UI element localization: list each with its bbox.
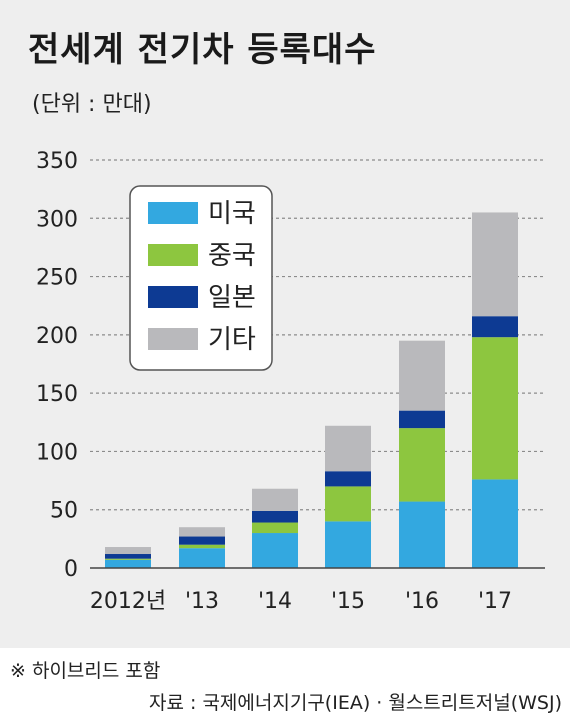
bar-segment-5-3 [472, 212, 518, 317]
bar-segment-1-3 [179, 527, 225, 537]
chart-panel: 전세계 전기차 등록대수 (단위 : 만대) 0 50 100 150 200 250 30… [0, 0, 570, 648]
legend-label-3: 기타 [208, 325, 256, 355]
bar-segment-2-3 [252, 488, 298, 511]
y-tick-label: 0 [64, 557, 78, 582]
legend-swatch-3 [148, 328, 198, 350]
legend-swatch-0 [148, 202, 198, 224]
x-tick-label: '16 [405, 589, 439, 614]
bar-segment-1-1 [179, 544, 225, 549]
legend-swatch-2 [148, 286, 198, 308]
y-tick-label: 200 [36, 324, 78, 349]
x-tick-label: '14 [258, 589, 292, 614]
bar-segment-3-2 [325, 471, 371, 487]
bar-segment-4-1 [399, 428, 445, 502]
bar-segment-5-2 [472, 316, 518, 338]
y-tick-label: 100 [36, 440, 78, 465]
stacked-bar-chart: 0 50 100 150 200 250 300 350 2012년 '13 '14 '15 '16 '1… [36, 149, 545, 614]
y-tick-label: 150 [36, 382, 78, 407]
bar-segment-5-0 [472, 479, 518, 568]
bar-segment-1-2 [179, 536, 225, 545]
legend-box [129, 185, 273, 371]
chart-title: 전세계 전기차 등록대수 [28, 30, 377, 70]
bar-segment-4-2 [399, 410, 445, 429]
bar-segment-0-1 [105, 558, 151, 560]
bar-segment-0-3 [105, 547, 151, 555]
y-tick-label: 50 [50, 499, 78, 524]
bar-segment-4-3 [399, 340, 445, 411]
bar-segment-3-0 [325, 521, 371, 568]
bar-segment-3-1 [325, 486, 371, 522]
bar-segment-0-0 [105, 559, 151, 568]
chart-footer: ※ 하이브리드 포함 자료 : 국제에너지기구(IEA) · 월스트리트저널(W… [0, 648, 570, 718]
chart-unit-label: (단위 : 만대) [32, 92, 152, 117]
y-tick-label: 350 [36, 149, 78, 174]
bar-segment-4-0 [399, 501, 445, 568]
bar-segment-2-0 [252, 533, 298, 568]
x-tick-label: 2012년 [90, 589, 166, 614]
source-credit: 자료 : 국제에너지기구(IEA) · 월스트리트저널(WSJ) [149, 692, 562, 714]
footnote: ※ 하이브리드 포함 [10, 660, 161, 682]
y-tick-label: 250 [36, 266, 78, 291]
bar-segment-0-2 [105, 554, 151, 559]
bar-segment-2-1 [252, 522, 298, 534]
y-tick-label: 300 [36, 207, 78, 232]
x-tick-label: '13 [185, 589, 219, 614]
legend-label-2: 일본 [208, 283, 256, 313]
legend-label-1: 중국 [208, 241, 256, 271]
legend-swatch-1 [148, 244, 198, 266]
bar-segment-2-2 [252, 510, 298, 523]
x-tick-label: '15 [331, 589, 365, 614]
bar-segment-5-1 [472, 337, 518, 480]
bar-segment-1-0 [179, 548, 225, 568]
bar-segment-3-3 [325, 425, 371, 472]
legend-label-0: 미국 [208, 199, 256, 229]
x-tick-label: '17 [478, 589, 512, 614]
